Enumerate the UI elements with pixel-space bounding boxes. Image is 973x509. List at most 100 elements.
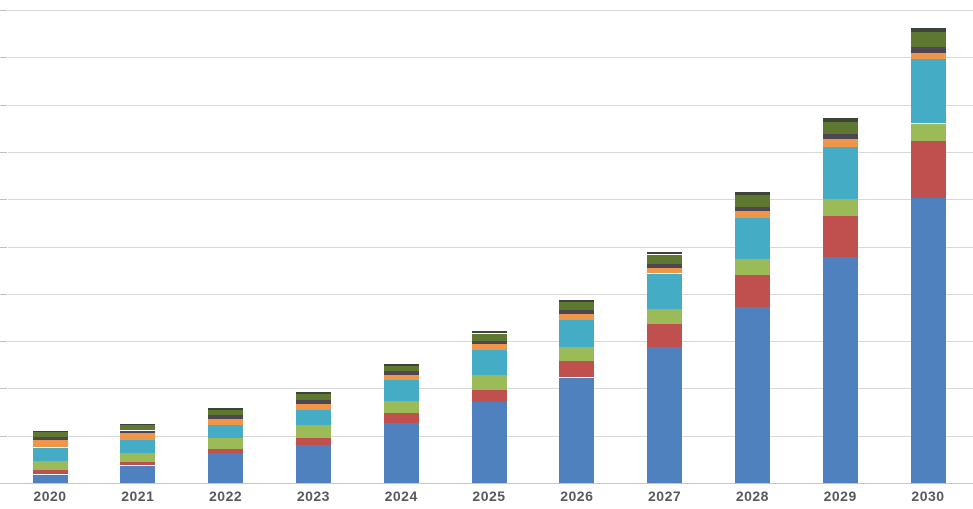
bar-2029-segment-teal xyxy=(822,146,858,200)
gridline xyxy=(8,293,973,295)
bar-2023-segment-dark-red xyxy=(295,438,331,445)
bar-2023-segment-dark-gray xyxy=(295,391,331,394)
gridline xyxy=(8,199,973,201)
bar-2030-segment-dark-brown xyxy=(910,47,946,53)
bar-2027-segment-orange xyxy=(647,268,683,274)
x-axis-label-2023: 2023 xyxy=(296,488,330,504)
y-axis-tick xyxy=(0,246,7,248)
bar-2022-segment-teal xyxy=(208,424,244,438)
bar-2030-segment-olive-green xyxy=(910,31,946,48)
bar-2021-segment-teal xyxy=(120,440,156,453)
gridline xyxy=(8,151,973,153)
bar-2023-segment-blue xyxy=(295,444,331,483)
bar-2025-segment-blue xyxy=(471,402,507,483)
bar-2030-segment-teal xyxy=(910,58,946,124)
bar-2025-segment-teal xyxy=(471,349,507,376)
x-axis-label-2020: 2020 xyxy=(33,488,67,504)
bar-2028-segment-olive-green xyxy=(734,195,770,207)
bar-2026-segment-olive-green xyxy=(559,301,595,310)
bar-2028-segment-dark-brown xyxy=(734,206,770,212)
bar-2020-segment-olive-green xyxy=(32,431,68,437)
bar-2021-segment-dark-gray xyxy=(120,424,156,426)
bar-2030-segment-orange xyxy=(910,52,946,59)
bar-2030-segment-green xyxy=(910,123,946,141)
bar-2027-segment-dark-gray xyxy=(647,251,683,255)
bar-2026-segment-teal xyxy=(559,319,595,348)
bar-2027-segment-olive-green xyxy=(647,254,683,264)
bar-2020-segment-dark-brown xyxy=(32,436,68,441)
bar-2027-segment-blue xyxy=(647,346,683,483)
bar-2025-segment-dark-red xyxy=(471,390,507,403)
bar-2024-segment-orange xyxy=(383,375,419,381)
bar-2028-segment-dark-gray xyxy=(734,192,770,196)
bar-2022-segment-green xyxy=(208,438,244,449)
bar-2030-segment-dark-red xyxy=(910,141,946,198)
bar-2021-segment-green xyxy=(120,452,156,462)
bar-2029-segment-dark-brown xyxy=(822,134,858,140)
bar-2022-segment-dark-brown xyxy=(208,415,244,420)
bar-2024-segment-dark-brown xyxy=(383,371,419,376)
bar-2022-segment-blue xyxy=(208,453,244,483)
bar-2024-segment-green xyxy=(383,401,419,413)
bar-2020-segment-green xyxy=(32,460,68,471)
bar-2026-segment-orange xyxy=(559,313,595,320)
bar-2029-segment-blue xyxy=(822,257,858,483)
bar-2026-segment-dark-gray xyxy=(559,299,595,302)
bar-2026-segment-dark-red xyxy=(559,361,595,378)
y-axis-tick xyxy=(0,199,7,201)
bar-2023-segment-orange xyxy=(295,403,331,410)
bar-2024-segment-blue xyxy=(383,422,419,483)
y-axis-tick xyxy=(0,151,7,153)
bar-2025-segment-olive-green xyxy=(471,333,507,341)
x-axis-label-2022: 2022 xyxy=(209,488,243,504)
bar-2021-segment-olive-green xyxy=(120,425,156,431)
bar-2030-segment-dark-gray xyxy=(910,27,946,32)
x-axis-label-2027: 2027 xyxy=(648,488,682,504)
bar-2027-segment-teal xyxy=(647,273,683,309)
bar-2025-segment-dark-brown xyxy=(471,340,507,345)
bar-2020-segment-blue xyxy=(32,474,68,483)
x-axis-label-2028: 2028 xyxy=(735,488,769,504)
bar-2029-segment-orange xyxy=(822,139,858,147)
x-axis-line xyxy=(0,483,973,484)
bar-2023-segment-olive-green xyxy=(295,393,331,400)
x-axis-label-2029: 2029 xyxy=(823,488,857,504)
bar-2028-segment-teal xyxy=(734,218,770,260)
bar-2023-segment-green xyxy=(295,425,331,439)
bar-2025-segment-dark-gray xyxy=(471,331,507,334)
bar-2022-segment-dark-gray xyxy=(208,408,244,410)
bar-2020-segment-dark-red xyxy=(32,470,68,475)
bar-2027-segment-dark-red xyxy=(647,324,683,347)
bar-2024-segment-dark-gray xyxy=(383,363,419,366)
x-axis-label-2025: 2025 xyxy=(472,488,506,504)
bar-2028-segment-blue xyxy=(734,306,770,483)
bar-2021-segment-dark-red xyxy=(120,461,156,466)
y-axis-tick xyxy=(0,341,7,343)
bar-2020-segment-orange xyxy=(32,440,68,448)
bar-2025-segment-green xyxy=(471,375,507,391)
gridline xyxy=(8,104,973,106)
gridline xyxy=(8,246,973,248)
bar-2026-segment-blue xyxy=(559,377,595,483)
y-axis-tick xyxy=(0,388,7,390)
bar-2021-segment-blue xyxy=(120,465,156,483)
bar-2026-segment-dark-brown xyxy=(559,309,595,314)
bar-2028-segment-orange xyxy=(734,211,770,219)
bar-2023-segment-dark-brown xyxy=(295,399,331,404)
bar-2024-segment-olive-green xyxy=(383,365,419,372)
bar-2030-segment-blue xyxy=(910,197,946,483)
bar-2024-segment-teal xyxy=(383,380,419,402)
x-axis-label-2030: 2030 xyxy=(911,488,945,504)
bar-2025-segment-orange xyxy=(471,344,507,350)
bar-2029-segment-dark-red xyxy=(822,215,858,258)
bar-2021-segment-orange xyxy=(120,433,156,441)
y-axis-tick xyxy=(0,57,7,59)
bar-2020-segment-dark-gray xyxy=(32,431,68,432)
bar-2027-segment-green xyxy=(647,308,683,324)
bar-2022-segment-dark-red xyxy=(208,448,244,454)
x-axis-label-2026: 2026 xyxy=(560,488,594,504)
bar-2026-segment-green xyxy=(559,347,595,362)
y-axis-tick xyxy=(0,293,7,295)
